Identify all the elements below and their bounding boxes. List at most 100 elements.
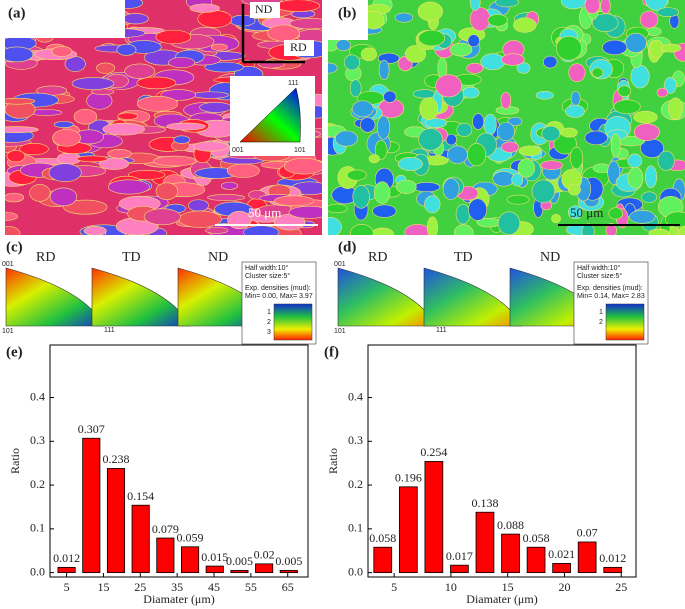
chart-title: (f) xyxy=(324,344,339,360)
axis-name: ND xyxy=(255,2,273,16)
y-axis-label: Ratio xyxy=(326,448,340,474)
y-tick-label: 0.1 xyxy=(348,521,363,535)
y-tick-label: 0.3 xyxy=(30,433,45,447)
grain xyxy=(668,97,683,120)
grain xyxy=(166,122,206,131)
grain xyxy=(447,145,468,164)
grain xyxy=(617,85,632,97)
grain xyxy=(192,91,229,99)
grain xyxy=(516,62,531,74)
grain xyxy=(335,39,351,52)
direction-label: TD xyxy=(122,250,141,265)
y-tick-label: 0.0 xyxy=(30,564,45,578)
grain xyxy=(605,223,617,235)
grain xyxy=(6,150,26,163)
grain xyxy=(513,17,537,33)
grain xyxy=(540,160,563,171)
y-tick-label: 0.1 xyxy=(30,521,45,535)
grain xyxy=(328,217,342,235)
grain xyxy=(418,128,443,151)
grain xyxy=(350,224,374,235)
grain xyxy=(424,118,448,128)
grain xyxy=(383,90,397,103)
grain xyxy=(122,13,149,25)
grain xyxy=(371,227,394,235)
pole-figure xyxy=(91,267,191,327)
data-label: 0.058 xyxy=(523,531,550,545)
y-tick-label: 0.4 xyxy=(30,389,45,403)
legend-text: Half width:10° xyxy=(577,264,620,272)
label-box xyxy=(284,40,314,56)
bar xyxy=(424,461,444,574)
grain xyxy=(374,140,388,160)
panel-label: (b) xyxy=(338,5,356,21)
x-axis-label: Diamater (μm) xyxy=(143,592,214,606)
bar xyxy=(552,563,571,574)
data-label: 0.012 xyxy=(599,551,626,565)
color-bar-label: 3 xyxy=(267,329,271,336)
corner-label: 111 xyxy=(104,327,115,334)
y-tick-label: 0.3 xyxy=(348,433,363,447)
grain xyxy=(405,45,427,63)
grain xyxy=(567,183,581,196)
grain xyxy=(581,223,595,235)
corner-label: 001 xyxy=(2,261,14,268)
color-bar-label: 1 xyxy=(267,309,271,316)
grain xyxy=(5,46,34,63)
ipf-label: 101 xyxy=(294,147,306,154)
grain xyxy=(656,7,680,17)
plot-frame xyxy=(367,344,637,578)
bar xyxy=(205,565,224,574)
grain xyxy=(584,0,601,14)
map-notch xyxy=(5,0,125,38)
grain xyxy=(648,228,670,235)
grain xyxy=(192,141,229,152)
grain xyxy=(52,129,81,147)
grain xyxy=(346,169,367,181)
grain xyxy=(188,199,209,212)
data-label: 0.021 xyxy=(548,547,575,561)
grain xyxy=(610,133,621,158)
grain xyxy=(173,135,191,144)
grain xyxy=(663,77,677,94)
legend-text: Cluster size:5° xyxy=(577,272,622,280)
grain xyxy=(665,211,685,228)
grain xyxy=(51,46,73,57)
grain xyxy=(627,167,644,189)
data-label: 0.012 xyxy=(53,551,80,565)
grain xyxy=(396,179,417,194)
grain xyxy=(267,24,300,42)
grain xyxy=(49,187,78,207)
grain xyxy=(495,0,519,8)
grain xyxy=(455,203,471,225)
legend-text: Min= 0.00, Max= 3.97 xyxy=(245,293,313,300)
direction-label: ND xyxy=(540,250,560,265)
grain xyxy=(351,100,374,118)
grain xyxy=(124,63,156,79)
grain xyxy=(283,157,322,175)
grain xyxy=(359,117,376,133)
grain xyxy=(483,113,497,136)
grain xyxy=(449,42,473,57)
grain xyxy=(506,194,530,205)
y-tick-label: 0.2 xyxy=(348,477,363,491)
data-label: 0.059 xyxy=(177,531,204,545)
grain xyxy=(453,224,474,235)
bar xyxy=(106,468,126,574)
map-notch xyxy=(328,0,368,40)
grain xyxy=(644,165,658,189)
pole-figure xyxy=(5,267,105,327)
grain xyxy=(29,184,51,202)
grain xyxy=(424,195,441,214)
grain xyxy=(469,7,491,32)
grain xyxy=(535,90,554,100)
grain xyxy=(555,36,582,61)
grain xyxy=(5,226,21,235)
y-tick-label: 0.0 xyxy=(348,564,363,578)
grain xyxy=(376,115,391,140)
grain xyxy=(567,205,584,220)
grain xyxy=(649,39,664,59)
data-label: 0.015 xyxy=(201,550,228,564)
grain xyxy=(153,155,197,167)
bar xyxy=(398,486,418,574)
